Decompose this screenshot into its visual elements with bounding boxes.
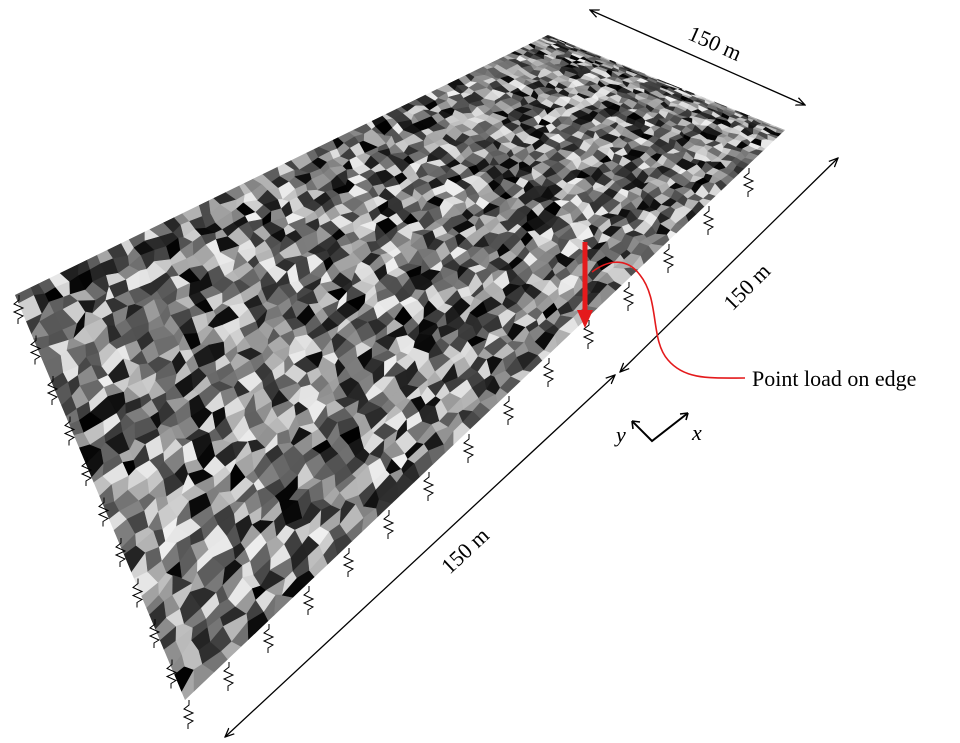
- spring: [165, 659, 178, 689]
- axis-label: y: [614, 422, 626, 447]
- dimension-label: 150 m: [685, 20, 746, 65]
- leader-line: [591, 261, 746, 379]
- axes-icon: [631, 412, 689, 443]
- annotation: Point load on edge: [752, 366, 916, 391]
- spring: [542, 358, 555, 387]
- spring: [702, 206, 715, 235]
- spring: [148, 619, 161, 648]
- spring: [114, 538, 127, 567]
- load-arrow-head: [577, 310, 593, 328]
- mesh-cell: [274, 594, 294, 616]
- spring: [80, 457, 93, 486]
- spring: [46, 376, 59, 405]
- spring: [12, 295, 25, 324]
- spring: [662, 244, 675, 273]
- spring: [222, 662, 235, 691]
- spring: [131, 578, 144, 608]
- spring: [382, 510, 395, 539]
- spring: [97, 497, 110, 527]
- dimension-label: 150 m: [436, 522, 494, 578]
- spring: [582, 320, 595, 349]
- spring: [742, 168, 755, 197]
- spring: [302, 586, 315, 615]
- spring: [462, 434, 475, 463]
- dimension-line: [225, 375, 615, 737]
- axes-arrowheads: [631, 412, 689, 430]
- spring: [622, 282, 635, 311]
- spring: [63, 416, 76, 446]
- mesh-cell: [774, 126, 785, 132]
- spring: [262, 624, 275, 653]
- axis-label: x: [691, 420, 702, 445]
- dimension-line: [590, 10, 805, 105]
- spring: [29, 335, 42, 365]
- spring: [502, 396, 515, 425]
- spring: [342, 548, 355, 577]
- dimension-line: [620, 158, 838, 372]
- spring: [182, 700, 195, 729]
- spring: [422, 472, 435, 501]
- plate-mesh: [15, 35, 785, 700]
